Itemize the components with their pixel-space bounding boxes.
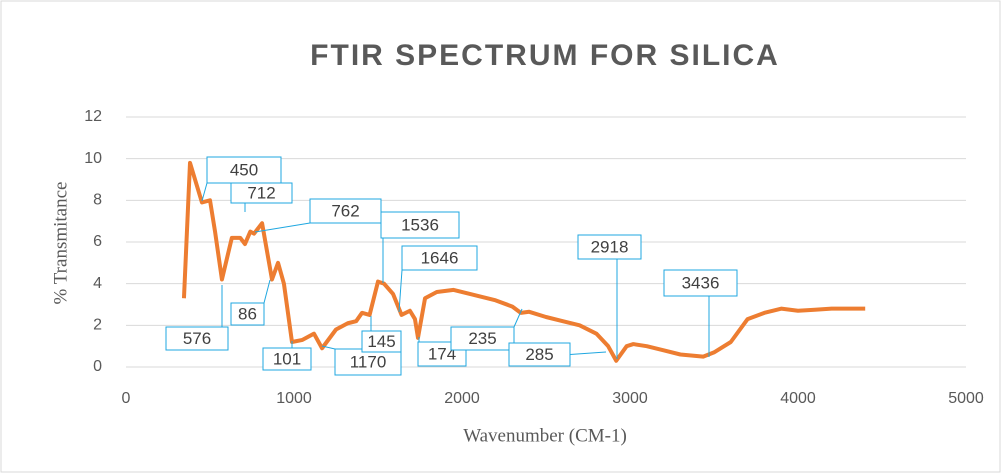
chart-title: FTIR SPECTRUM FOR SILICA [310,39,780,72]
callout-leader [513,308,523,328]
callout-label: 576 [183,329,211,348]
callout-box [230,182,293,204]
callout-box [508,342,571,367]
callout-box [262,347,312,371]
callout-leader [398,269,403,313]
callout-label: 101 [273,349,301,368]
callout-leader [569,351,607,355]
x-axis-title: Wavenumber (CM-1) [463,425,627,446]
callout-leader [321,345,336,350]
callout-label: 174 [428,344,456,363]
callout-label: 1646 [421,248,459,267]
x-tick-label: 3000 [612,390,648,407]
callout-label: 712 [247,183,275,202]
callout-label: 3436 [682,273,720,292]
callout-box [309,198,382,224]
callout-label: 285 [525,345,553,364]
callout-box [663,269,738,297]
callout-label: 86 [238,304,257,323]
callout-label: 762 [331,201,359,220]
callout-box [380,211,460,239]
callout-label: 1170 [350,352,387,371]
x-tick-label: 2000 [444,390,480,407]
y-axis-title: % Transmitance [50,182,71,305]
callout-leader [263,279,271,304]
x-tick-label: 1000 [276,390,312,407]
callout-label: 235 [468,329,496,348]
y-tick-label: 6 [93,233,102,250]
x-tick-label: 4000 [780,390,816,407]
callout-box [577,234,642,260]
callout-label: 2918 [591,237,629,256]
callout-box [230,302,265,326]
data-line [181,160,866,363]
y-tick-label: 8 [93,192,102,209]
callout-leader [254,222,311,233]
callout-label: 450 [230,160,258,179]
y-tick-label: 2 [93,317,102,334]
callout-box [450,326,515,351]
x-tick-label: 5000 [948,390,984,407]
callout-label: 145 [367,332,395,351]
callout-box [401,245,478,271]
y-tick-label: 0 [93,358,102,375]
y-tick-label: 4 [93,275,102,292]
callout-box [334,348,402,376]
callout-leader [201,182,208,202]
callout-box [165,326,229,351]
y-tick-label: 12 [84,108,102,125]
callout-box [361,330,402,353]
callout-label: 1536 [401,215,439,234]
x-tick-label: 0 [122,390,131,407]
y-tick-label: 10 [84,150,102,167]
